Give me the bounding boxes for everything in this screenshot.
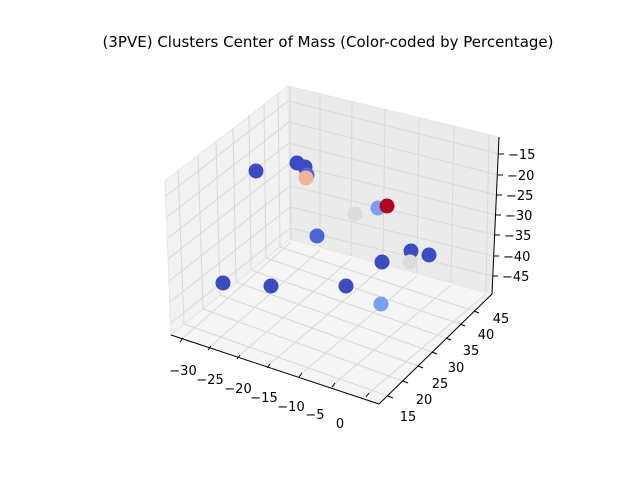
scatter-point xyxy=(298,170,314,186)
x-tick-label: 0 xyxy=(336,417,344,432)
grid-lines xyxy=(165,85,500,397)
scatter-point xyxy=(421,247,437,263)
scatter-points xyxy=(215,155,437,312)
scatter-point xyxy=(338,278,354,294)
z-axis-line xyxy=(491,136,500,295)
z-tick-label: −35 xyxy=(504,229,531,244)
y-tick-label: 40 xyxy=(478,328,495,343)
z-tick-label: −45 xyxy=(502,270,529,285)
x-axis-line xyxy=(170,334,380,405)
scatter-point xyxy=(347,206,363,222)
scatter-point xyxy=(215,275,231,291)
scatter-point xyxy=(403,243,419,259)
x-tick-label: −25 xyxy=(196,373,223,388)
z-tick-label: −25 xyxy=(506,189,533,204)
x-tick-label: −15 xyxy=(250,391,277,406)
x-tick-label: −20 xyxy=(224,382,251,397)
y-axis-line xyxy=(378,293,493,405)
scatter-point xyxy=(374,254,390,270)
x-tick-label: −30 xyxy=(169,364,196,379)
z-tick-label: −15 xyxy=(508,148,535,163)
z-tick-label: −20 xyxy=(507,169,534,184)
y-tick-label: 35 xyxy=(463,344,480,359)
y-tick-label: 20 xyxy=(416,393,433,408)
z-tick-label: −40 xyxy=(503,250,530,265)
scatter-point xyxy=(402,254,418,270)
scatter-point xyxy=(373,296,389,312)
y-tick-label: 25 xyxy=(432,377,449,392)
x-tick-label: −5 xyxy=(305,408,324,423)
y-tick-label: 45 xyxy=(493,312,510,327)
scatter-point xyxy=(248,163,264,179)
y-tick-label: 30 xyxy=(448,361,465,376)
scatter-point xyxy=(263,278,279,294)
z-tick-label: −30 xyxy=(505,209,532,224)
scatter-point xyxy=(379,198,395,214)
y-tick-label: 15 xyxy=(400,410,417,425)
x-tick-label: −10 xyxy=(277,400,304,415)
scatter-point xyxy=(309,228,325,244)
tick-marks xyxy=(179,153,504,399)
chart-title: (3PVE) Clusters Center of Mass (Color-co… xyxy=(102,33,554,51)
